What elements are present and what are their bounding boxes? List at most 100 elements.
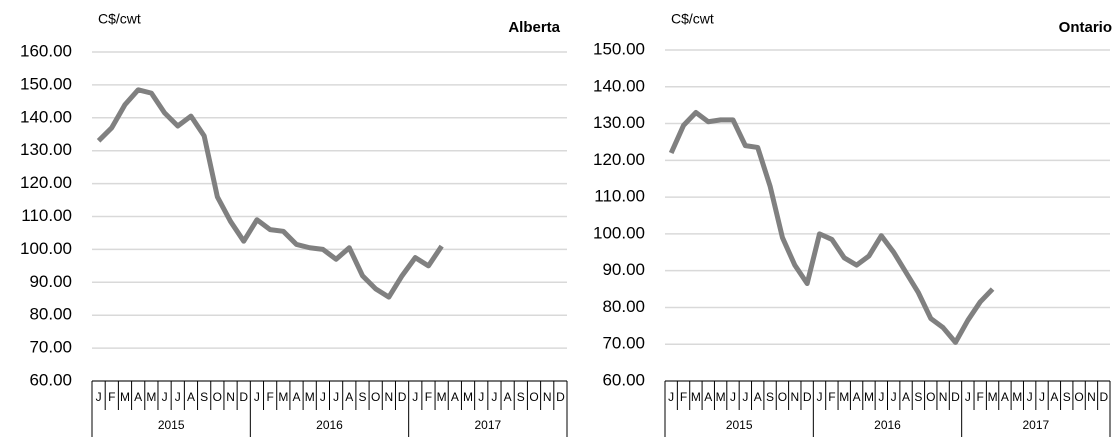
x-tick-label: A (1001, 390, 1009, 404)
x-tick-label: A (134, 390, 142, 404)
y-tick-label: 140.00 (593, 76, 645, 95)
x-tick-label: D (1099, 390, 1108, 404)
x-tick-label: A (504, 390, 512, 404)
x-tick-label: J (333, 390, 339, 404)
y-tick-label: 90.00 (602, 260, 645, 279)
x-tick-label: A (451, 390, 459, 404)
y-tick-label: 160.00 (20, 41, 72, 60)
y-tick-label: 80.00 (29, 305, 72, 324)
x-tick-label: J (1039, 390, 1045, 404)
x-tick-label: M (278, 390, 288, 404)
x-tick-label: N (226, 390, 235, 404)
group-label: 2015 (726, 418, 753, 432)
y-tick-label: 90.00 (29, 272, 72, 291)
x-tick-label: D (556, 390, 565, 404)
x-tick-label: M (988, 390, 998, 404)
y-tick-label: 100.00 (593, 223, 645, 242)
x-tick-label: M (691, 390, 701, 404)
x-tick-label: F (680, 390, 687, 404)
x-tick-label: N (939, 390, 948, 404)
x-tick-label: S (766, 390, 774, 404)
group-label: 2016 (316, 418, 343, 432)
x-tick-label: O (371, 390, 380, 404)
y-tick-label: 80.00 (602, 297, 645, 316)
x-tick-label: J (412, 390, 418, 404)
x-tick-label: J (96, 390, 102, 404)
x-tick-label: O (778, 390, 787, 404)
x-tick-label: J (891, 390, 897, 404)
x-tick-label: N (1087, 390, 1096, 404)
x-tick-label: M (437, 390, 447, 404)
x-tick-label: D (239, 390, 248, 404)
group-label: 2015 (158, 418, 185, 432)
line-series (668, 110, 995, 345)
y-tick-label: 120.00 (20, 173, 72, 192)
x-tick-label: A (345, 390, 353, 404)
x-tick-label: J (668, 390, 674, 404)
y-tick-label: 140.00 (20, 107, 72, 126)
x-tick-label: F (828, 390, 835, 404)
x-tick-label: A (293, 390, 301, 404)
x-tick-label: J (320, 390, 326, 404)
x-tick-label: S (517, 390, 525, 404)
x-tick-label: J (1027, 390, 1033, 404)
y-tick-label: 100.00 (20, 239, 72, 258)
x-tick-label: M (864, 390, 874, 404)
x-tick-label: J (175, 390, 181, 404)
x-tick-label: O (1074, 390, 1083, 404)
x-tick-label: M (146, 390, 156, 404)
x-tick-label: F (977, 390, 984, 404)
x-tick-label: A (1050, 390, 1058, 404)
x-tick-label: M (1012, 390, 1022, 404)
y-tick-label: 60.00 (29, 370, 72, 389)
x-tick-label: J (878, 390, 884, 404)
y-tick-label: 70.00 (602, 334, 645, 353)
x-tick-label: D (398, 390, 407, 404)
x-tick-label: M (716, 390, 726, 404)
x-tick-label: A (902, 390, 910, 404)
group-label: 2016 (874, 418, 901, 432)
x-tick-label: M (120, 390, 130, 404)
x-tick-label: A (754, 390, 762, 404)
x-tick-label: N (385, 390, 394, 404)
x-tick-label: J (742, 390, 748, 404)
y-tick-label: 150.00 (593, 39, 645, 58)
x-tick-label: S (1063, 390, 1071, 404)
chart-title: Alberta (508, 19, 560, 36)
x-tick-label: D (951, 390, 960, 404)
x-tick-label: J (965, 390, 971, 404)
line-series (96, 87, 444, 300)
x-tick-label: M (305, 390, 315, 404)
y-tick-label: 130.00 (593, 113, 645, 132)
x-tick-label: J (817, 390, 823, 404)
x-tick-label: J (162, 390, 168, 404)
y-tick-label: 70.00 (29, 338, 72, 357)
x-tick-label: O (926, 390, 935, 404)
y-tick-label: 110.00 (594, 187, 645, 206)
x-tick-label: S (914, 390, 922, 404)
y-tick-label: 120.00 (593, 150, 645, 169)
x-tick-label: A (187, 390, 195, 404)
x-tick-label: N (543, 390, 552, 404)
group-label: 2017 (474, 418, 501, 432)
chart-title: Ontario (1059, 19, 1112, 36)
x-tick-label: M (839, 390, 849, 404)
x-tick-label: F (266, 390, 273, 404)
y-tick-label: 130.00 (20, 140, 72, 159)
x-tick-label: J (254, 390, 260, 404)
x-tick-label: D (803, 390, 812, 404)
group-label: 2017 (1022, 418, 1049, 432)
x-tick-label: J (478, 390, 484, 404)
x-tick-label: O (213, 390, 222, 404)
x-tick-label: S (200, 390, 208, 404)
x-tick-label: M (463, 390, 473, 404)
x-tick-label: F (108, 390, 115, 404)
y-tick-label: 150.00 (20, 74, 72, 93)
y-tick-label: 60.00 (602, 370, 645, 389)
unit-label: C$/cwt (98, 11, 141, 27)
x-tick-label: F (425, 390, 432, 404)
x-tick-label: J (491, 390, 497, 404)
x-tick-label: A (704, 390, 712, 404)
unit-label: C$/cwt (671, 11, 714, 27)
